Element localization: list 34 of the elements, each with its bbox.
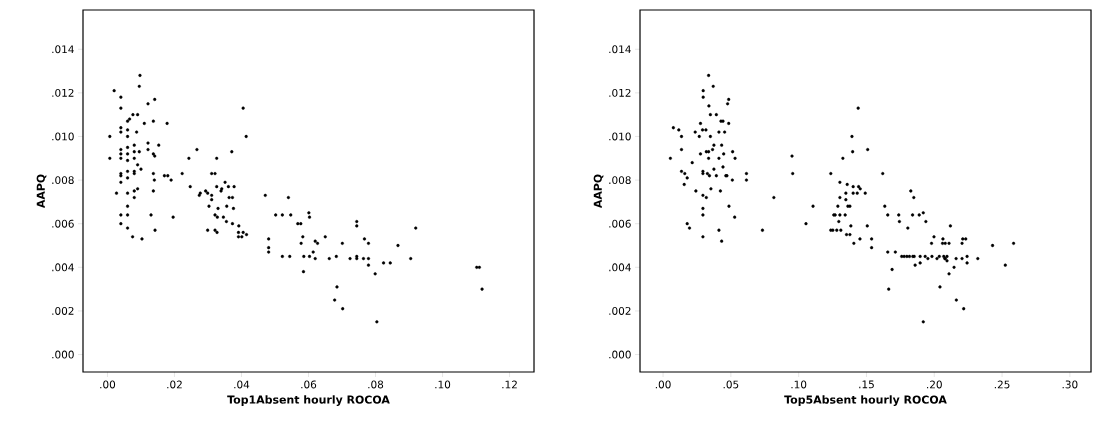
y-tick-label: .008 <box>52 176 74 185</box>
y-tick-label: .000 <box>52 350 74 359</box>
y-tick-label: .002 <box>609 306 631 315</box>
y-tick-label: .014 <box>52 45 74 54</box>
x-axis-title: Top5Absent hourly ROCOA <box>784 395 947 406</box>
x-tick-label: .12 <box>502 380 517 389</box>
y-tick-label: .004 <box>609 263 631 272</box>
x-tick-label: .04 <box>234 380 250 389</box>
x-axis-title: Top1Absent hourly ROCOA <box>227 395 390 406</box>
x-tick-label: .06 <box>301 380 317 389</box>
x-tick-label: .10 <box>791 380 807 389</box>
y-tick-label: .006 <box>609 219 631 228</box>
x-tick-label: .00 <box>100 380 116 389</box>
x-tick-label: .20 <box>927 380 942 389</box>
x-tick-label: .30 <box>1062 380 1078 389</box>
y-tick-label: .010 <box>52 132 74 141</box>
x-tick-label: .25 <box>994 380 1010 389</box>
x-tick-label: .02 <box>167 380 182 389</box>
y-tick-label: .012 <box>609 88 631 97</box>
y-tick-label: .000 <box>609 350 631 359</box>
y-tick-label: .002 <box>52 306 74 315</box>
y-tick-label: .014 <box>609 45 631 54</box>
y-axis-title: AAPQ <box>593 174 604 209</box>
y-tick-label: .006 <box>52 219 74 228</box>
x-tick-label: .00 <box>655 380 671 389</box>
y-tick-label: .004 <box>52 263 74 272</box>
x-tick-label: .05 <box>723 380 739 389</box>
y-tick-label: .012 <box>52 88 74 97</box>
y-tick-label: .010 <box>609 132 631 141</box>
x-tick-label: .10 <box>435 380 451 389</box>
y-axis-title: AAPQ <box>36 174 47 209</box>
x-tick-label: .08 <box>368 380 384 389</box>
x-tick-label: .15 <box>859 380 874 389</box>
y-tick-label: .008 <box>609 176 631 185</box>
